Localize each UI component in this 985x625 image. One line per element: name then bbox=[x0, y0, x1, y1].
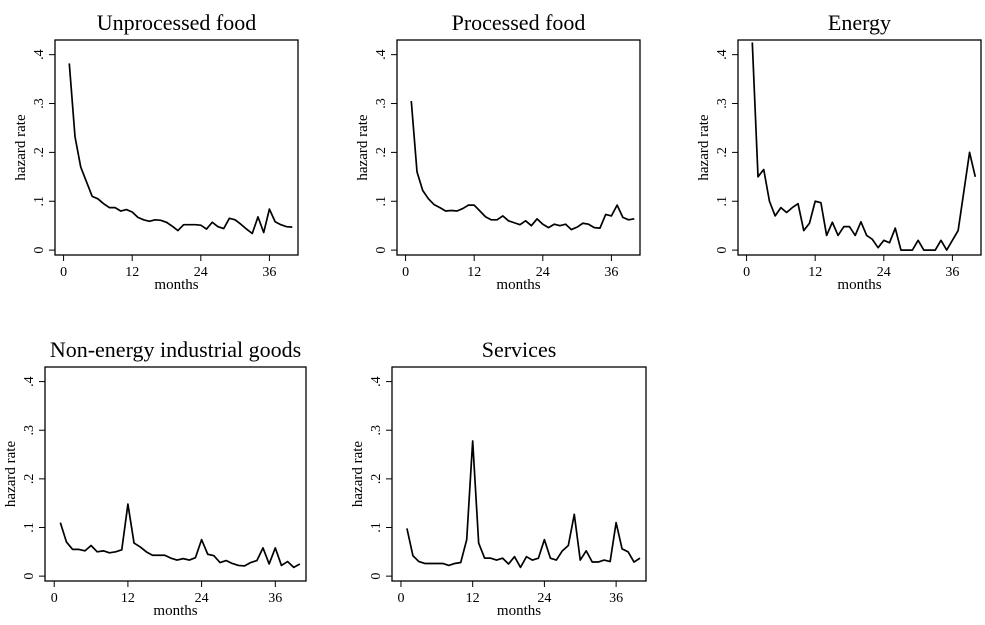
x-tick-label: 36 bbox=[609, 591, 623, 606]
plot-frame bbox=[391, 366, 647, 582]
y-tick-label: .4 bbox=[32, 49, 47, 60]
y-tick-label: .4 bbox=[715, 49, 730, 60]
x-tick-label: 0 bbox=[402, 265, 409, 280]
x-tick-label: 0 bbox=[60, 265, 67, 280]
x-tick-label: 24 bbox=[194, 265, 208, 280]
y-tick-label: 0 bbox=[32, 247, 47, 254]
x-tick-label: 12 bbox=[466, 591, 480, 606]
x-axis-label: months bbox=[153, 603, 197, 619]
hazard-rate-line bbox=[410, 101, 635, 231]
y-tick-label: .1 bbox=[369, 522, 384, 533]
panel-title: Energy bbox=[828, 10, 891, 35]
plot-frame bbox=[54, 39, 299, 256]
y-tick-label: 0 bbox=[715, 247, 730, 254]
y-tick-label: .2 bbox=[374, 147, 389, 158]
y-axis-label: hazard rate bbox=[350, 441, 366, 508]
x-axis-label: months bbox=[837, 277, 881, 293]
plot-frame bbox=[396, 39, 641, 256]
y-tick-label: .1 bbox=[715, 196, 730, 207]
y-tick-label: 0 bbox=[22, 573, 37, 580]
y-axis-label: hazard rate bbox=[3, 441, 19, 508]
panel-3: Energy 0 12 24 36 months 0 .1 .2 .3 .4 hazard rate bbox=[696, 10, 982, 293]
x-axis-label: months bbox=[154, 277, 198, 293]
x-tick-label: 12 bbox=[808, 265, 822, 280]
y-tick-label: .4 bbox=[369, 376, 384, 387]
hazard-rate-line bbox=[406, 440, 641, 569]
x-tick-label: 36 bbox=[604, 265, 618, 280]
x-tick-label: 0 bbox=[397, 591, 404, 606]
y-tick-label: 0 bbox=[374, 247, 389, 254]
panel-title: Non-energy industrial goods bbox=[50, 337, 301, 362]
y-axis-label: hazard rate bbox=[13, 114, 29, 181]
y-tick-label: .1 bbox=[32, 196, 47, 207]
panel-5: Services 0 12 24 36 months 0 .1 .2 .3 .4 hazard rat… bbox=[350, 337, 647, 619]
y-tick-label: .1 bbox=[22, 522, 37, 533]
hazard-rate-line bbox=[68, 63, 293, 235]
hazard-rate-line bbox=[59, 503, 301, 569]
panel-title: Services bbox=[482, 337, 557, 362]
y-axis-label: hazard rate bbox=[696, 114, 712, 181]
y-tick-label: .2 bbox=[22, 474, 37, 485]
x-tick-label: 36 bbox=[945, 265, 959, 280]
x-tick-label: 24 bbox=[536, 265, 550, 280]
x-tick-label: 24 bbox=[195, 591, 209, 606]
y-tick-label: .2 bbox=[715, 147, 730, 158]
y-tick-label: .3 bbox=[715, 98, 730, 109]
y-tick-label: .3 bbox=[374, 98, 389, 109]
x-axis-label: months bbox=[497, 603, 541, 619]
x-tick-label: 12 bbox=[121, 591, 135, 606]
panel-2: Processed food 0 12 24 36 months 0 .1 .2 .3 .4 haza… bbox=[355, 10, 641, 293]
y-tick-label: .2 bbox=[32, 147, 47, 158]
x-tick-label: 0 bbox=[51, 591, 58, 606]
x-tick-label: 36 bbox=[262, 265, 276, 280]
panel-title: Unprocessed food bbox=[97, 10, 256, 35]
x-tick-label: 12 bbox=[125, 265, 139, 280]
y-axis-label: hazard rate bbox=[355, 114, 371, 181]
panel-1: Unprocessed food 0 12 24 36 months 0 .1 .2 .3 .4 ha… bbox=[13, 10, 299, 293]
panel-title: Processed food bbox=[452, 10, 586, 35]
x-tick-label: 36 bbox=[268, 591, 282, 606]
y-tick-label: .4 bbox=[22, 376, 37, 387]
y-tick-label: 0 bbox=[369, 573, 384, 580]
y-tick-label: .3 bbox=[32, 98, 47, 109]
x-tick-label: 0 bbox=[743, 265, 750, 280]
plot-frame bbox=[737, 39, 982, 256]
panel-4: Non-energy industrial goods 0 12 24 36 months… bbox=[3, 337, 307, 619]
y-tick-label: .3 bbox=[369, 425, 384, 436]
x-tick-label: 24 bbox=[537, 591, 551, 606]
hazard-rate-line bbox=[751, 42, 977, 251]
x-axis-label: months bbox=[496, 277, 540, 293]
y-tick-label: .4 bbox=[374, 49, 389, 60]
x-tick-label: 24 bbox=[877, 265, 891, 280]
plot-frame bbox=[44, 366, 307, 582]
y-tick-label: .2 bbox=[369, 474, 384, 485]
y-tick-label: .1 bbox=[374, 196, 389, 207]
y-tick-label: .3 bbox=[22, 425, 37, 436]
x-tick-label: 12 bbox=[467, 265, 481, 280]
